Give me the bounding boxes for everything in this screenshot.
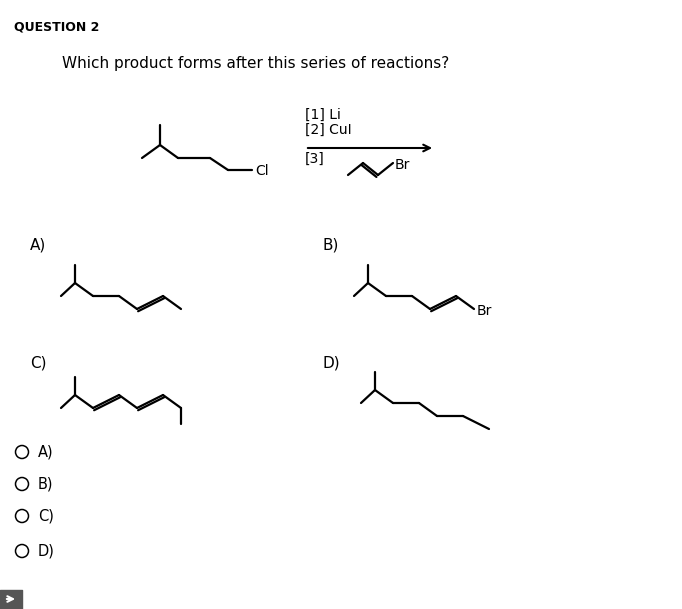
Text: Br: Br	[395, 158, 411, 172]
Text: D): D)	[38, 543, 55, 558]
Circle shape	[16, 446, 29, 459]
Text: Which product forms after this series of reactions?: Which product forms after this series of…	[62, 56, 449, 71]
Text: [2] CuI: [2] CuI	[305, 123, 352, 137]
Text: A): A)	[38, 445, 54, 460]
Text: C): C)	[38, 509, 54, 524]
Circle shape	[16, 477, 29, 490]
Text: A): A)	[30, 237, 46, 252]
Text: B): B)	[323, 237, 340, 252]
Text: [1] Li: [1] Li	[305, 108, 341, 122]
Text: [3]: [3]	[305, 152, 325, 166]
Text: QUESTION 2: QUESTION 2	[14, 20, 100, 33]
Circle shape	[16, 544, 29, 557]
Circle shape	[16, 510, 29, 523]
Text: Br: Br	[477, 304, 492, 318]
Text: C): C)	[30, 355, 46, 370]
Text: Cl: Cl	[255, 164, 269, 178]
Text: B): B)	[38, 476, 53, 491]
Text: D): D)	[323, 355, 340, 370]
